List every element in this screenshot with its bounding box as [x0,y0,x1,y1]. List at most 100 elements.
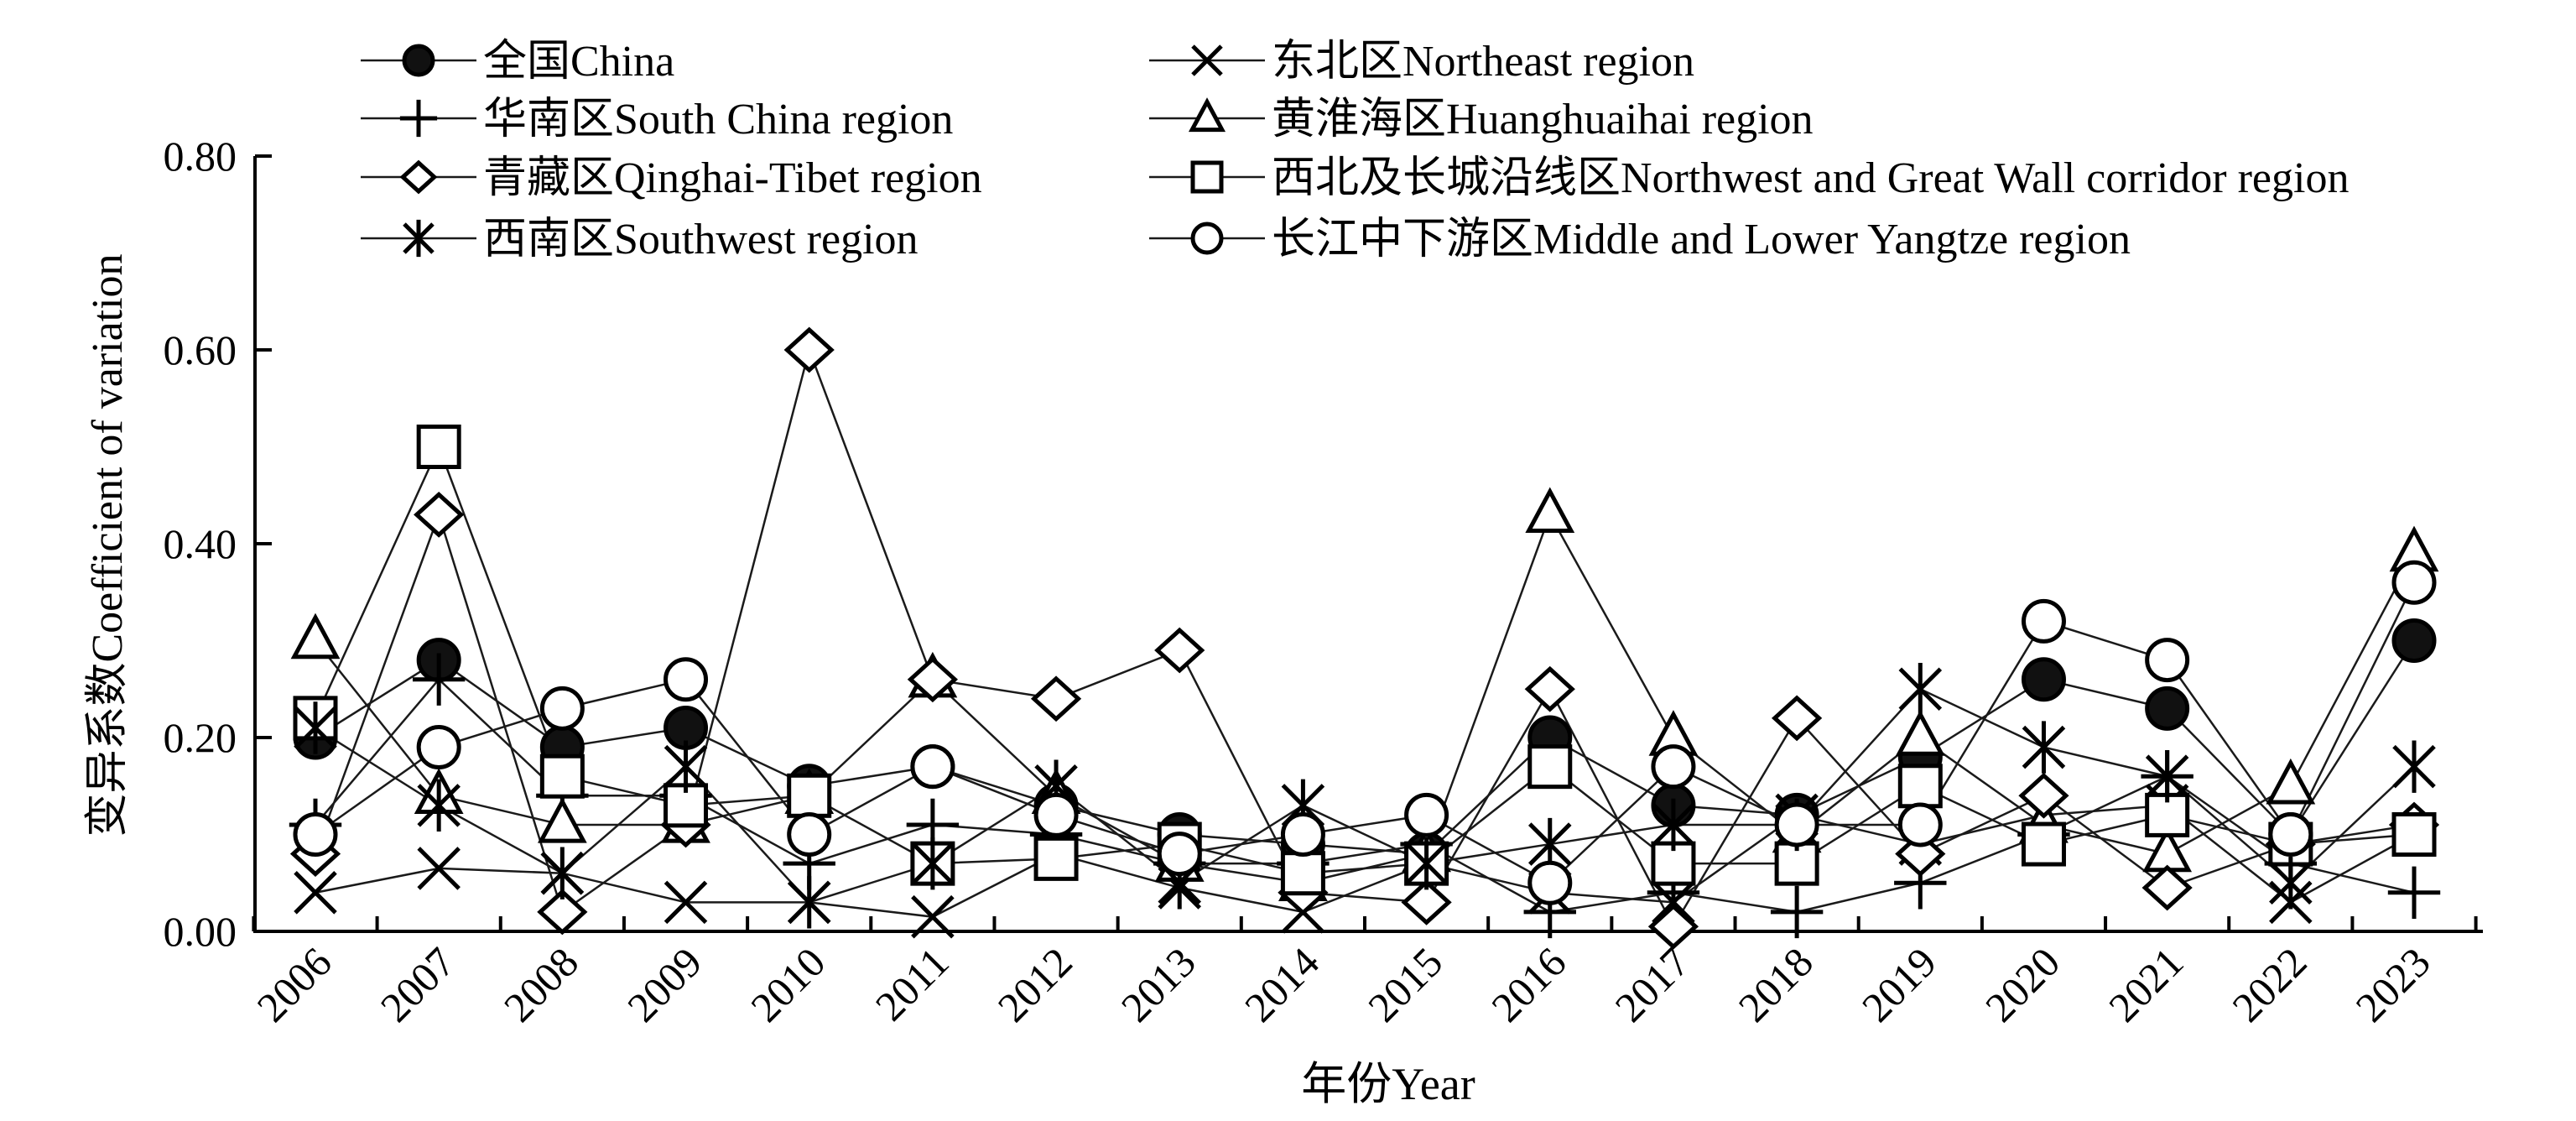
legend-label: 西北及长城沿线区Northwest and Great Wall corrido… [1272,154,2349,202]
square-marker [2021,821,2066,867]
triangle-marker [1895,710,1945,756]
filled-circle-marker [2021,657,2066,702]
x-tick-label: 2008 [495,938,587,1030]
diamond-marker [1154,627,1205,674]
legend-label: 东北区Northeast region [1272,38,1694,86]
open-circle-marker [1651,744,1696,790]
open-circle-marker [910,744,955,790]
data-point [1774,802,1819,847]
data-point [416,725,461,770]
x-tick-label: 2006 [247,938,340,1030]
open-circle-marker [1157,832,1202,877]
x-tick-label: 2016 [1482,938,1574,1030]
diamond-marker [399,159,438,195]
legend-item: 西北及长城沿线区Northwest and Great Wall corrido… [1149,154,2349,202]
y-ticks: 0.00 0.20 0.40 0.60 0.80 [164,133,272,955]
data-point [1772,695,1823,742]
open-circle-marker [293,812,338,857]
y-axis-label: 变异系数Coefficient of variation [84,253,132,837]
data-point [1033,792,1079,837]
x-tick-label: 2023 [2346,938,2438,1030]
y-tick-label: 0.80 [164,133,237,180]
x-tick-label: 2018 [1730,938,1822,1030]
data-point [2268,812,2313,857]
square-marker [787,773,832,818]
data-point [414,491,465,538]
open-circle-marker [1033,792,1079,837]
diamond-marker [2018,772,2069,819]
x-tick-label: 2020 [1976,938,2069,1030]
data-point [2269,857,2313,910]
data-point [539,686,585,731]
square-marker [2391,812,2437,857]
square-marker [416,425,461,469]
triangle-marker [537,797,587,843]
asterisk-marker [664,740,708,793]
data-point [417,847,461,890]
data-point [787,876,831,929]
square-marker [539,753,585,799]
data-point [1647,903,1699,950]
legend-marker [1191,44,1223,76]
data-point [1898,663,1943,716]
legend-marker [403,219,435,258]
open-circle-marker [539,686,585,731]
diamond-marker [1524,665,1575,712]
asterisk-marker [1898,663,1943,716]
square-marker [1280,851,1325,896]
triangle-marker [2266,758,2316,805]
data-point [2141,864,2193,911]
legend-marker [1190,222,1224,255]
data-point [1652,798,1695,852]
data-point [294,701,337,754]
open-circle-marker [1774,802,1819,847]
plus-marker [399,99,438,138]
data-point [412,653,466,706]
legend-item: 黄淮海区Huanghuaihai region [1149,96,1814,143]
asterisk-marker [294,701,337,754]
data-point [1527,860,1573,905]
open-circle-marker [416,725,461,770]
x-tick-label: 2012 [989,938,1081,1030]
legend-label: 西南区Southwest region [483,216,919,263]
diamond-marker [2141,864,2193,911]
data-point [1401,879,1452,925]
diamond-marker [783,326,835,373]
x-marker [417,847,461,890]
data-point [664,740,708,793]
data-point [2391,812,2437,857]
triangle-marker [290,613,341,660]
data-point [1404,837,1449,890]
x-marker [1191,44,1223,76]
diamond-marker [414,491,465,538]
data-point [1527,744,1573,790]
open-circle-marker [2268,812,2313,857]
triangle-marker [1188,97,1226,133]
legend-marker [402,44,435,77]
open-circle-marker [1404,792,1449,837]
open-circle-marker [2145,638,2190,683]
open-circle-marker [664,657,709,702]
data-point [539,753,585,799]
data-point [2391,618,2437,663]
x-axis-label: 年份Year [1301,1059,1475,1109]
data-point [1030,675,1082,722]
open-circle-marker [1190,222,1224,255]
legend-label: 长江中下游区Middle and Lower Yangtze region [1272,216,2131,263]
open-circle-marker [1280,812,1325,857]
asterisk-marker [403,219,435,258]
diamond-marker [1030,675,1082,722]
square-marker [1190,160,1224,194]
data-point [1895,710,1945,756]
asterisk-marker [2269,857,2313,910]
data-point [787,812,832,857]
data-point [2145,686,2190,731]
series-line-2 [315,677,2415,914]
data-point [1154,627,1205,674]
data-point [2145,638,2190,683]
data-point [664,880,708,925]
legend-item: 全国China [361,38,674,86]
x-ticks: 2006 2007 2008 2009 2010 2011 2012 2013 2014 2015… [247,916,2478,1030]
plus-marker [412,653,466,706]
open-circle-marker [1527,860,1573,905]
